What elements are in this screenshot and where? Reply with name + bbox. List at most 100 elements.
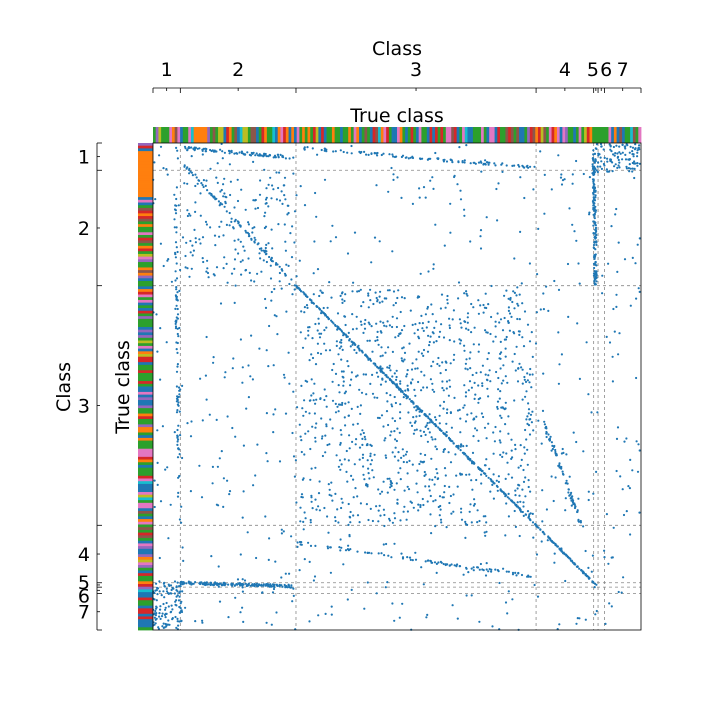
scatter-point xyxy=(268,537,271,540)
scatter-point xyxy=(340,358,343,361)
scatter-point xyxy=(532,188,535,191)
scatter-point xyxy=(477,299,480,302)
scatter-point xyxy=(265,452,268,455)
scatter-point xyxy=(442,389,445,392)
scatter-point xyxy=(533,165,536,168)
scatter-point xyxy=(588,211,591,214)
scatter-point xyxy=(340,497,343,500)
scatter-point xyxy=(395,317,399,320)
scatter-point xyxy=(301,407,304,410)
top-strip-stripe xyxy=(277,127,281,143)
scatter-point xyxy=(434,424,437,428)
top-strip-stripe xyxy=(256,127,260,143)
scatter-point xyxy=(363,322,366,325)
scatter-point xyxy=(428,421,431,424)
scatter-point xyxy=(255,582,259,586)
scatter-point xyxy=(497,388,500,391)
top-strip-stripe xyxy=(532,127,536,143)
scatter-point xyxy=(393,512,396,515)
scatter-point xyxy=(216,181,219,184)
scatter-point xyxy=(467,328,470,331)
scatter-point xyxy=(495,479,498,482)
scatter-point xyxy=(239,611,242,614)
scatter-point xyxy=(542,531,545,534)
top-strip-stripe xyxy=(318,127,322,143)
top-strip-stripe xyxy=(169,127,173,143)
scatter-point xyxy=(190,171,193,174)
scatter-point xyxy=(176,299,179,302)
scatter-point xyxy=(464,520,467,524)
scatter-point xyxy=(178,410,181,413)
scatter-point xyxy=(560,550,564,553)
scatter-point xyxy=(367,306,370,309)
scatter-point xyxy=(264,202,267,205)
scatter-point xyxy=(344,424,347,427)
scatter-point xyxy=(371,350,374,353)
scatter-point xyxy=(287,264,290,267)
left-strip-stripe xyxy=(138,356,153,360)
scatter-point xyxy=(177,204,180,207)
scatter-point xyxy=(399,417,402,420)
scatter-point xyxy=(170,604,173,607)
scatter-point xyxy=(153,616,156,619)
top-strip-stripe xyxy=(548,127,552,143)
scatter-point xyxy=(623,440,626,443)
scatter-point xyxy=(308,399,311,402)
scatter-point xyxy=(529,575,532,578)
scatter-point xyxy=(476,521,479,524)
scatter-point xyxy=(300,290,303,293)
scatter-point xyxy=(406,556,409,559)
scatter-point xyxy=(290,256,294,259)
scatter-point xyxy=(631,167,634,170)
scatter-point xyxy=(336,312,340,315)
scatter-point xyxy=(443,484,446,488)
scatter-point xyxy=(429,179,432,182)
top-strip-stripe xyxy=(283,127,287,143)
scatter-point xyxy=(275,198,278,201)
top-strip-stripe xyxy=(402,127,406,143)
scatter-point xyxy=(194,184,197,188)
top-strip-stripe xyxy=(386,127,390,143)
top-strip-stripe xyxy=(451,127,455,143)
scatter-point xyxy=(623,145,626,148)
scatter-point xyxy=(436,472,439,475)
scatter-point xyxy=(285,263,288,266)
scatter-point xyxy=(313,382,316,385)
scatter-point xyxy=(247,364,250,367)
scatter-point xyxy=(350,588,353,592)
scatter-point xyxy=(399,478,402,481)
scatter-point xyxy=(416,405,419,408)
scatter-point xyxy=(393,619,396,622)
scatter-point xyxy=(505,570,508,573)
scatter-point xyxy=(499,430,502,433)
scatter-point xyxy=(448,326,451,330)
scatter-point xyxy=(342,384,345,387)
scatter-point xyxy=(228,224,231,227)
top-strip-stripe xyxy=(331,127,336,143)
scatter-point xyxy=(284,572,287,575)
scatter-point xyxy=(314,436,317,439)
scatter-point xyxy=(518,165,521,168)
scatter-point xyxy=(464,536,467,540)
scatter-point xyxy=(493,162,496,165)
scatter-point xyxy=(256,154,260,157)
scatter-point xyxy=(378,240,381,243)
scatter-point xyxy=(274,560,277,563)
scatter-point xyxy=(406,369,409,372)
scatter-point xyxy=(452,510,455,513)
scatter-point xyxy=(575,622,578,625)
left-strip-stripe xyxy=(138,270,153,274)
scatter-point xyxy=(406,384,409,387)
scatter-point xyxy=(244,268,248,272)
scatter-point xyxy=(529,519,532,522)
left-strip-stripe xyxy=(138,383,153,387)
scatter-point xyxy=(494,568,497,571)
scatter-point xyxy=(265,250,268,253)
scatter-point xyxy=(180,619,183,623)
scatter-point xyxy=(561,470,564,473)
scatter-point xyxy=(290,278,293,281)
left-strip-stripe xyxy=(138,546,153,550)
scatter-point xyxy=(468,510,471,513)
scatter-point xyxy=(499,390,502,393)
scatter-point xyxy=(614,213,617,216)
